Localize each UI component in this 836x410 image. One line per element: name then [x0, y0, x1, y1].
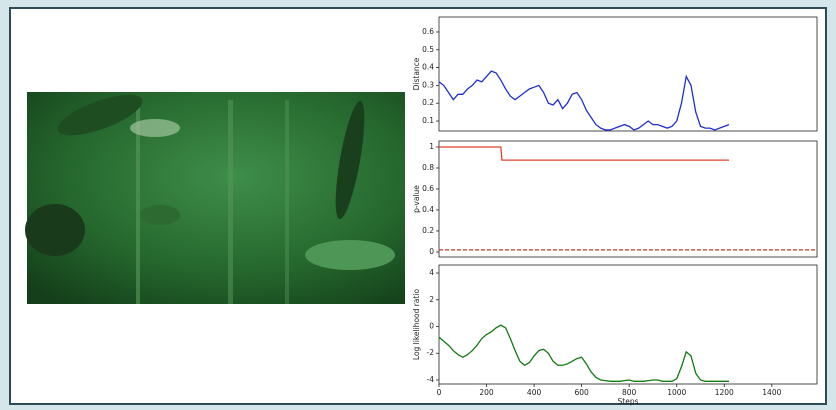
y-axis-label: Distance — [412, 57, 421, 90]
y-tick-label: -2 — [427, 348, 435, 357]
y-tick-label: 0.4 — [422, 205, 434, 214]
y-tick-label: 0.8 — [422, 163, 434, 172]
y-tick-label: 0.1 — [422, 116, 434, 125]
y-tick-label: 0.6 — [422, 27, 434, 36]
y-tick-label: 4 — [429, 268, 434, 277]
x-tick-label: 1000 — [667, 388, 686, 397]
x-tick-label: 400 — [527, 388, 542, 397]
x-tick-label: 800 — [622, 388, 637, 397]
video-frame — [25, 92, 405, 304]
y-tick-label: 0.4 — [422, 63, 434, 72]
y-tick-label: 0.3 — [422, 80, 434, 89]
plot-area — [438, 16, 818, 132]
y-tick-label: 0.2 — [422, 98, 434, 107]
data-line — [438, 70, 730, 131]
plot-area — [438, 140, 818, 258]
y-tick-label: 1 — [429, 142, 434, 151]
y-tick-label: 0 — [429, 247, 434, 256]
x-axis-label: Steps — [618, 397, 639, 406]
y-tick-label: 0.5 — [422, 45, 434, 54]
y-axis-label: Log likelihood ratio — [412, 289, 421, 361]
y-tick-label: 2 — [429, 295, 434, 304]
y-tick-label: 0.2 — [422, 226, 434, 235]
x-tick-label: 1400 — [762, 388, 781, 397]
y-tick-label: 0 — [429, 322, 434, 331]
x-tick-label: 600 — [574, 388, 589, 397]
y-tick-label: 0.6 — [422, 184, 434, 193]
data-line — [439, 146, 730, 161]
y-tick-label: -4 — [427, 375, 435, 384]
x-tick-label: 0 — [437, 388, 442, 397]
data-line — [438, 324, 730, 382]
x-tick-label: 200 — [479, 388, 494, 397]
y-axis-label: p-value — [412, 185, 421, 213]
plot-area — [438, 264, 818, 385]
x-tick-label: 1200 — [715, 388, 734, 397]
